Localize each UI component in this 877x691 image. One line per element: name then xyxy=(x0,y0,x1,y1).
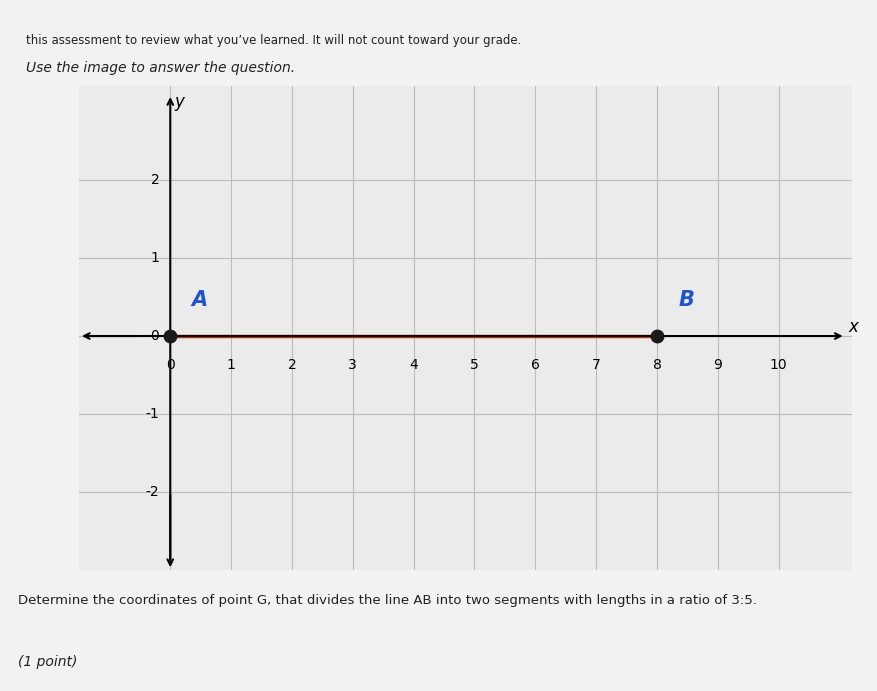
Text: 9: 9 xyxy=(713,358,722,372)
Text: x: x xyxy=(848,318,858,336)
Text: 1: 1 xyxy=(150,251,159,265)
Text: A: A xyxy=(191,290,208,310)
Text: 2: 2 xyxy=(288,358,296,372)
Text: 7: 7 xyxy=(591,358,600,372)
Text: B: B xyxy=(678,290,694,310)
Text: Use the image to answer the question.: Use the image to answer the question. xyxy=(26,61,296,75)
Text: 4: 4 xyxy=(409,358,417,372)
Text: 2: 2 xyxy=(150,173,159,187)
Text: -1: -1 xyxy=(146,407,159,421)
Text: 3: 3 xyxy=(348,358,357,372)
Text: -2: -2 xyxy=(146,485,159,499)
Text: 0: 0 xyxy=(150,329,159,343)
Text: 10: 10 xyxy=(769,358,787,372)
Text: Determine the coordinates of point G, that divides the line AB into two segments: Determine the coordinates of point G, th… xyxy=(18,594,756,607)
Text: 1: 1 xyxy=(226,358,235,372)
Text: 8: 8 xyxy=(652,358,660,372)
Text: y: y xyxy=(175,93,184,111)
Text: 0: 0 xyxy=(166,358,175,372)
Text: 5: 5 xyxy=(469,358,478,372)
Text: this assessment to review what you’ve learned. It will not count toward your gra: this assessment to review what you’ve le… xyxy=(26,35,521,48)
Text: 6: 6 xyxy=(531,358,539,372)
Text: (1 point): (1 point) xyxy=(18,655,77,669)
